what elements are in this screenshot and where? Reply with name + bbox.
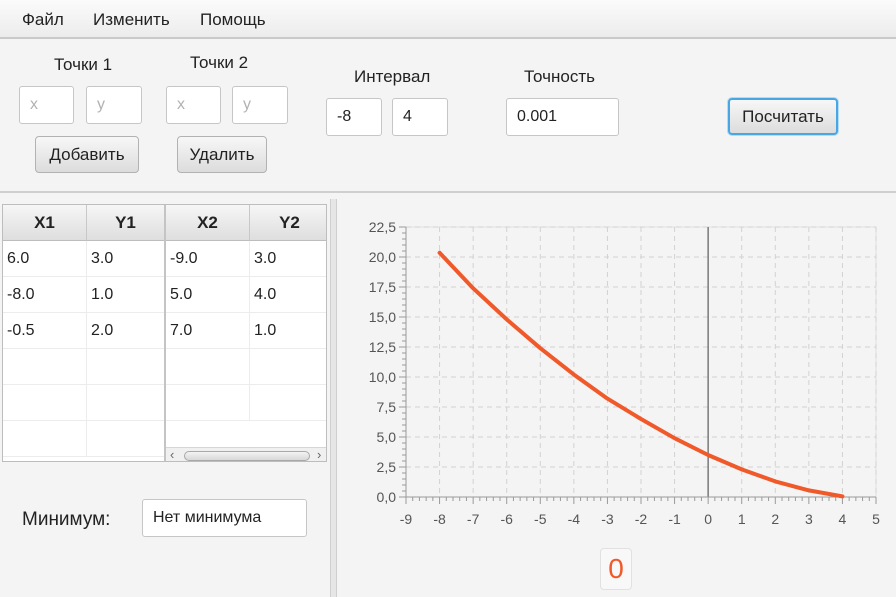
table-cell[interactable]: 3.0 [87,241,165,277]
table-cell[interactable]: -0.5 [3,313,87,349]
y-tick-label: 2,5 [377,459,397,475]
x-tick-label: -3 [601,511,614,527]
table-cell[interactable]: 1.0 [87,277,165,313]
x-tick-label: 0 [704,511,712,527]
table-cell [3,385,87,421]
header-x1[interactable]: X1 [3,205,87,241]
x-tick-label: 4 [839,511,847,527]
table-cell[interactable]: 3.0 [250,241,326,277]
menu-help[interactable]: Помощь [200,10,266,29]
delete-point-button[interactable]: Удалить [177,136,267,173]
points1-label: Точки 1 [54,55,113,74]
table-cell [166,385,250,421]
points2-label: Точки 2 [190,53,249,72]
table-cell [87,421,165,457]
points2-x-input[interactable]: x [166,86,221,124]
y-tick-label: 12,5 [369,339,396,355]
x-tick-label: 2 [771,511,779,527]
points1-y-input[interactable]: y [86,86,142,124]
interval-start-input[interactable]: -8 [326,98,382,136]
y-tick-label: 7,5 [377,399,397,415]
y-tick-label: 17,5 [369,279,396,295]
scroll-left-icon[interactable]: ‹ [170,447,175,462]
minimum-value-field[interactable]: Нет минимума [142,499,307,537]
menu-bar: Файл Изменить Помощь [0,0,896,39]
y-tick-label: 10,0 [369,369,396,385]
table-cell [3,349,87,385]
scroll-thumb[interactable] [184,451,310,461]
table-cell[interactable]: 2.0 [87,313,165,349]
x-tick-label: 1 [738,511,746,527]
chart-pane: -9 -8 -7 -6 -5 -4 -3 -2 -1 0 1 2 3 4 5 0,0 2,5 5,0 7,5 10,0… [336,199,896,597]
menu-edit[interactable]: Изменить [93,10,170,29]
interval-label: Интервал [354,67,431,86]
precision-input[interactable]: 0.001 [506,98,619,136]
table-cell[interactable]: 7.0 [166,313,250,349]
table-cell [250,385,326,421]
table-cell [87,349,165,385]
x-tick-label: -5 [534,511,547,527]
interval-end-input[interactable]: 4 [392,98,448,136]
table-cell[interactable]: 5.0 [166,277,250,313]
x-tick-label: -6 [500,511,513,527]
controls-panel: Точки 1 x y Добавить Точки 2 x y Удалить… [0,41,896,193]
menu-file[interactable]: Файл [22,10,64,29]
table-divider [164,205,166,461]
series-line [437,250,845,499]
y-tick-label: 22,5 [369,219,396,235]
header-x2[interactable]: X2 [166,205,250,241]
points2-y-input[interactable]: y [232,86,288,124]
table-cell[interactable]: -8.0 [3,277,87,313]
table-cell [250,349,326,385]
x-tick-label: -1 [668,511,681,527]
left-pane: X1 Y1 X2 Y2 6.0 3.0 -8.0 1.0 -0.5 2.0 -9… [0,199,330,597]
y-tick-label: 20,0 [369,249,396,265]
split-divider[interactable] [330,199,336,597]
precision-label: Точность [524,67,595,86]
calculate-button[interactable]: Посчитать [728,98,838,135]
y-tick-label: 0,0 [377,489,397,505]
table-cell [87,385,165,421]
result-indicator: 0 [600,548,632,590]
x-tick-label: -9 [400,511,413,527]
header-y1[interactable]: Y1 [87,205,165,241]
x-tick-label: -2 [635,511,648,527]
horizontal-scrollbar[interactable]: ‹ › [166,447,326,462]
table-cell [166,349,250,385]
table-cell[interactable]: -9.0 [166,241,250,277]
x-tick-label: 3 [805,511,813,527]
header-y2[interactable]: Y2 [250,205,326,241]
table-cell[interactable]: 4.0 [250,277,326,313]
minimum-label: Минимум: [22,509,111,530]
y-tick-label: 15,0 [369,309,396,325]
x-tick-label: -8 [433,511,446,527]
scroll-right-icon[interactable]: › [317,447,322,462]
table-cell[interactable]: 6.0 [3,241,87,277]
x-tick-label: -7 [467,511,480,527]
points1-x-input[interactable]: x [19,86,74,124]
table-cell[interactable]: 1.0 [250,313,326,349]
x-tick-label: 5 [872,511,880,527]
add-point-button[interactable]: Добавить [35,136,139,173]
y-tick-label: 5,0 [377,429,397,445]
table-cell [3,421,87,457]
function-chart: -9 -8 -7 -6 -5 -4 -3 -2 -1 0 1 2 3 4 5 0,0 2,5 5,0 7,5 10,0… [369,219,880,527]
x-tick-label: -4 [568,511,581,527]
points-table: X1 Y1 X2 Y2 6.0 3.0 -8.0 1.0 -0.5 2.0 -9… [2,204,327,462]
